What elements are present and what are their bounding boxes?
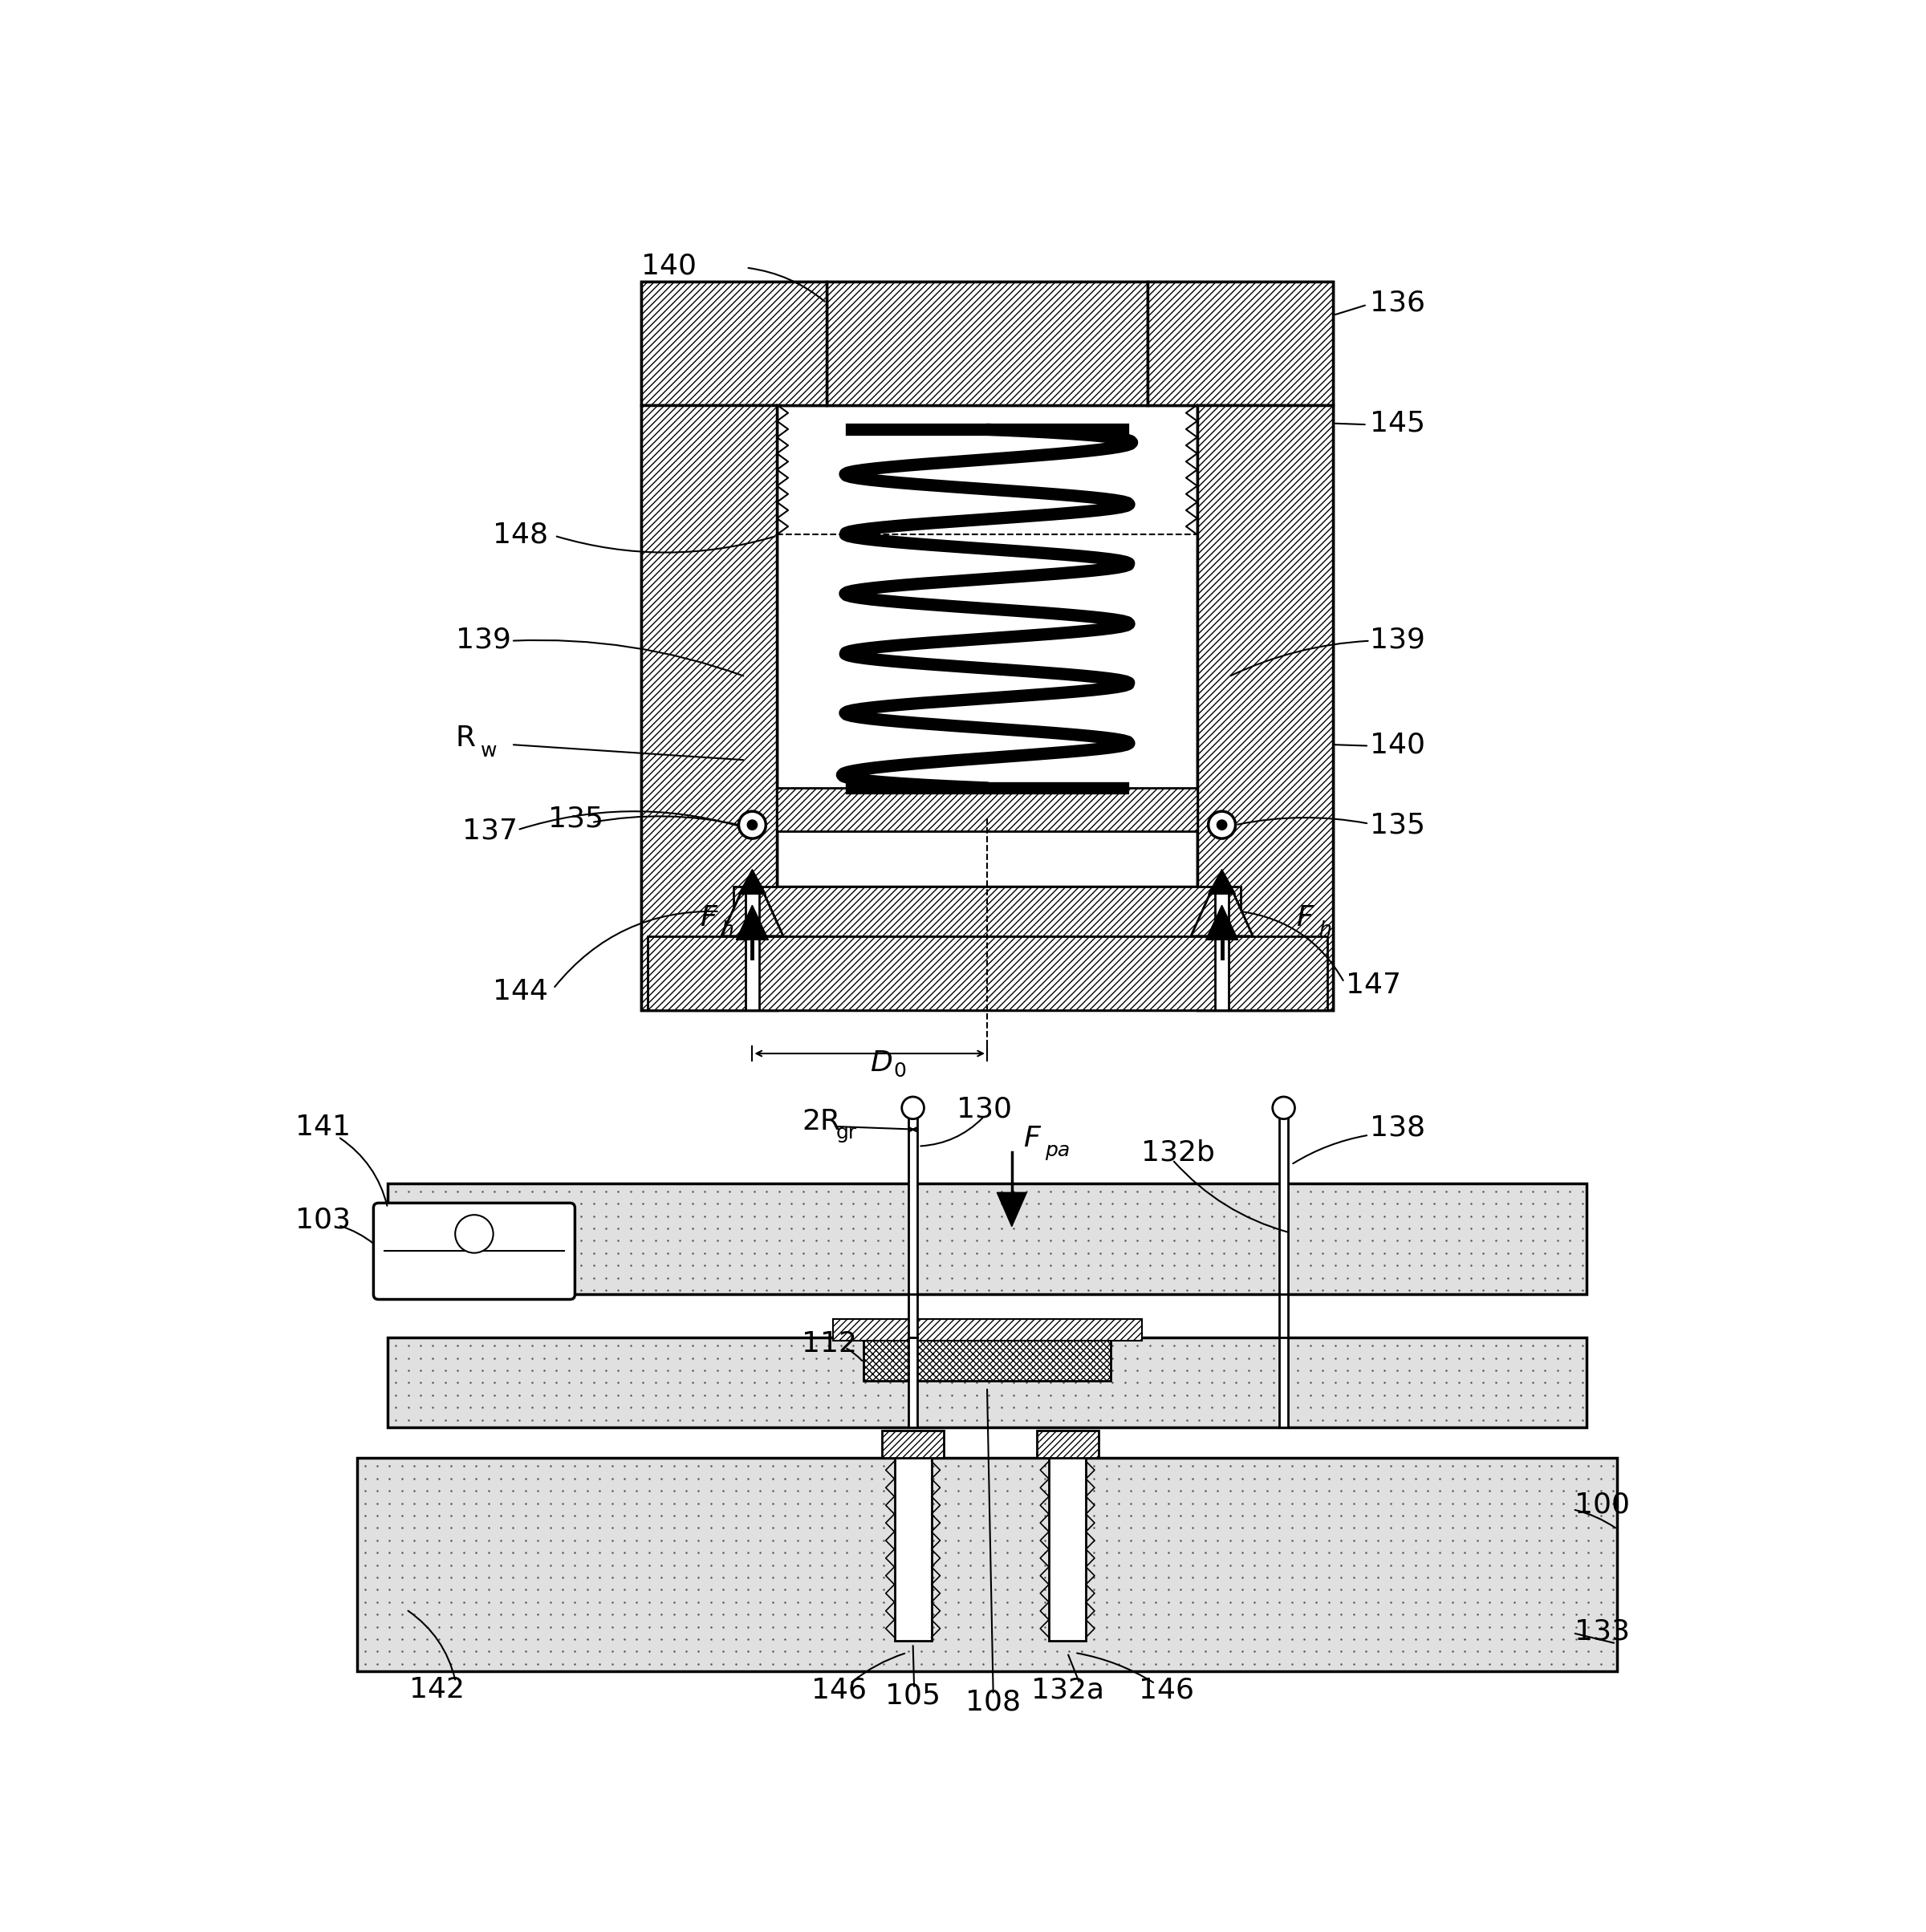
Text: 130: 130 <box>955 1095 1011 1122</box>
Text: 141: 141 <box>295 1115 351 1142</box>
Circle shape <box>747 819 757 831</box>
Polygon shape <box>745 887 759 1010</box>
Polygon shape <box>1206 906 1238 939</box>
Polygon shape <box>1190 887 1252 937</box>
Polygon shape <box>387 1182 1587 1294</box>
Text: 139: 139 <box>1369 626 1425 653</box>
Polygon shape <box>387 1337 1587 1428</box>
Polygon shape <box>1198 406 1333 1010</box>
Text: 132a: 132a <box>1030 1677 1104 1704</box>
Text: F: F <box>1296 904 1314 931</box>
Polygon shape <box>1148 282 1333 406</box>
Polygon shape <box>734 887 1240 937</box>
Polygon shape <box>776 788 1198 831</box>
Text: 148: 148 <box>493 522 549 549</box>
Text: 138: 138 <box>1369 1115 1425 1142</box>
Circle shape <box>455 1215 493 1254</box>
Text: 135: 135 <box>1369 811 1425 838</box>
Circle shape <box>1208 811 1235 838</box>
Text: 0: 0 <box>894 1061 905 1080</box>
Polygon shape <box>1190 887 1252 937</box>
Text: 140: 140 <box>1369 730 1425 757</box>
Text: 103: 103 <box>295 1208 351 1235</box>
Text: F: F <box>1023 1124 1040 1151</box>
Polygon shape <box>863 1337 1111 1381</box>
Polygon shape <box>722 887 784 937</box>
Text: 146: 146 <box>811 1677 867 1704</box>
Polygon shape <box>647 937 1327 1010</box>
Text: 133: 133 <box>1574 1617 1629 1644</box>
Polygon shape <box>641 406 776 1010</box>
Polygon shape <box>776 406 1198 887</box>
Polygon shape <box>1036 1430 1098 1459</box>
Polygon shape <box>894 1459 932 1640</box>
Text: 100: 100 <box>1574 1492 1629 1519</box>
Polygon shape <box>1208 869 1235 895</box>
Text: D: D <box>871 1049 892 1076</box>
Text: pa: pa <box>1046 1142 1071 1159</box>
Polygon shape <box>832 1320 1142 1341</box>
Polygon shape <box>1215 887 1229 1010</box>
Text: R: R <box>456 724 476 752</box>
Text: 137: 137 <box>462 817 518 844</box>
Text: 145: 145 <box>1369 410 1425 437</box>
Polygon shape <box>1279 1294 1288 1337</box>
Text: F: F <box>699 904 716 931</box>
Text: gr: gr <box>836 1122 857 1142</box>
Text: 112: 112 <box>801 1331 857 1358</box>
FancyBboxPatch shape <box>374 1204 576 1300</box>
Text: 105: 105 <box>886 1683 940 1710</box>
Text: 140: 140 <box>641 253 697 280</box>
Text: 142: 142 <box>410 1677 464 1704</box>
Circle shape <box>901 1097 924 1119</box>
Polygon shape <box>722 887 784 937</box>
Text: 132b: 132b <box>1142 1138 1215 1167</box>
Polygon shape <box>740 869 767 895</box>
Polygon shape <box>909 1294 917 1337</box>
Text: 147: 147 <box>1346 972 1400 999</box>
Polygon shape <box>1279 1337 1288 1428</box>
Polygon shape <box>736 906 768 939</box>
Polygon shape <box>909 1109 917 1294</box>
Text: 144: 144 <box>493 978 549 1005</box>
Text: 136: 136 <box>1369 290 1425 317</box>
Polygon shape <box>998 1192 1027 1227</box>
Text: 146: 146 <box>1138 1677 1194 1704</box>
Text: h: h <box>1317 920 1331 939</box>
Circle shape <box>740 811 767 838</box>
Text: 2R: 2R <box>801 1107 840 1136</box>
Text: h: h <box>720 920 734 939</box>
Polygon shape <box>356 1459 1618 1671</box>
Polygon shape <box>909 1337 917 1428</box>
Polygon shape <box>826 282 1148 406</box>
Polygon shape <box>1279 1109 1288 1294</box>
Circle shape <box>1217 819 1227 831</box>
Polygon shape <box>641 282 1333 1010</box>
Text: 139: 139 <box>456 626 510 653</box>
Text: 135: 135 <box>549 806 603 833</box>
Text: 108: 108 <box>965 1689 1021 1716</box>
Polygon shape <box>882 1430 944 1459</box>
Polygon shape <box>1050 1459 1086 1640</box>
Text: w: w <box>482 742 497 761</box>
Polygon shape <box>641 282 826 406</box>
Circle shape <box>1273 1097 1294 1119</box>
